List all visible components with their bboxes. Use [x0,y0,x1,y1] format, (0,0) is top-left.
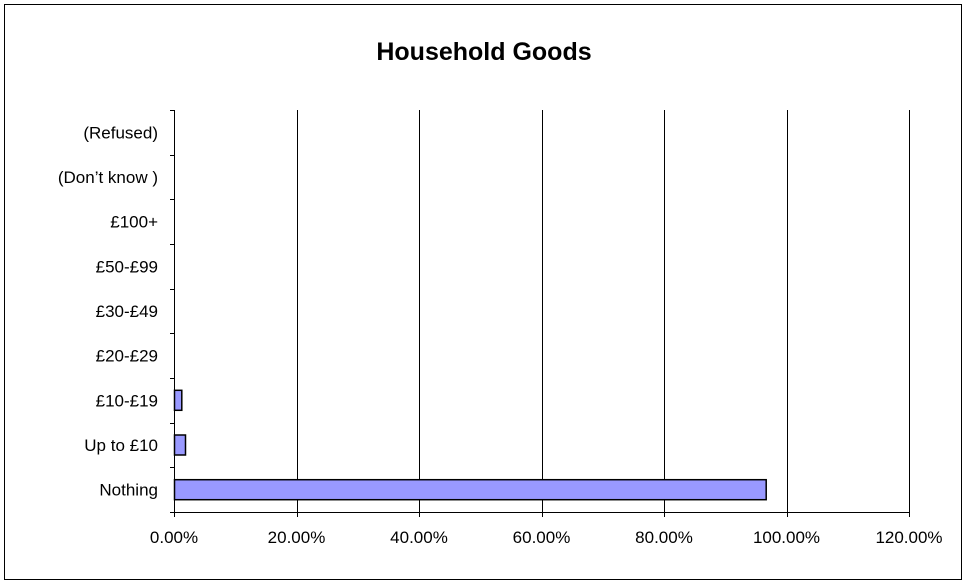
x-tick-label-3: 60.00% [513,528,571,547]
y-tick-label-7: (Don’t know ) [58,168,158,187]
y-tick-label-4: £30-£49 [96,302,158,321]
bars [173,389,767,501]
x-tick-label-2: 40.00% [390,528,448,547]
x-tick-label-5: 100.00% [753,528,820,547]
bar-1 [173,434,187,456]
x-tick-label-4: 80.00% [635,528,693,547]
y-tick-label-5: £50-£99 [96,257,158,276]
x-tick-label-6: 120.00% [875,528,942,547]
y-tick-label-2: £10-£19 [96,391,158,410]
axes [170,110,910,517]
y-tick-label-1: Up to £10 [84,436,158,455]
y-tick-label-3: £20-£29 [96,347,158,366]
y-tick-label-0: Nothing [99,481,158,500]
bar-2 [173,389,183,412]
x-tick-label-0: 0.00% [150,528,198,547]
chart-title: Household Goods [376,38,591,66]
y-tick-label-6: £100+ [110,213,158,232]
tick-labels: Nothing Up to £10 £10-£19 £20-£29 £30-£49 £50… [58,123,943,547]
gridlines [297,110,910,512]
y-tick-label-8: (Refused) [83,123,158,142]
x-tick-label-1: 20.00% [268,528,326,547]
bar-0 [173,478,767,501]
